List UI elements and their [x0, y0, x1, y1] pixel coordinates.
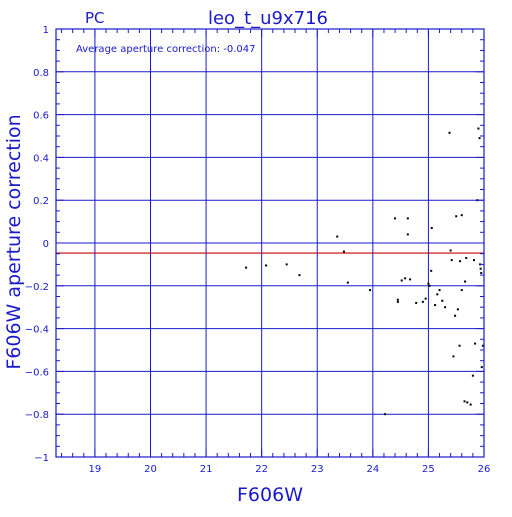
x-tick-label: 19	[89, 464, 102, 475]
data-point	[285, 263, 288, 266]
y-axis-label: F606W aperture correction	[3, 114, 25, 369]
y-tick-label: 0.2	[33, 196, 49, 207]
data-point	[466, 401, 469, 404]
y-tick-label: −0.8	[25, 410, 49, 421]
data-point	[471, 374, 474, 377]
chart-title: leo_t_u9x716	[208, 8, 328, 29]
data-point	[479, 267, 482, 270]
data-point	[430, 269, 433, 272]
data-point	[455, 215, 458, 218]
data-point	[481, 344, 484, 347]
x-axis-label: F606W	[237, 484, 303, 506]
data-point	[396, 298, 399, 301]
detector-label: PC	[85, 9, 105, 27]
data-point	[427, 282, 430, 285]
data-point	[444, 306, 447, 309]
data-point	[441, 299, 444, 302]
y-tick-label: 0	[43, 239, 49, 250]
y-tick-labels: −1 −0.8 −0.6 −0.4 −0.2 0 0.2 0.4 0.6 0.8 1	[25, 25, 49, 464]
data-point	[369, 289, 372, 292]
x-tick-label: 20	[144, 464, 157, 475]
data-point	[478, 137, 481, 140]
data-point	[400, 279, 403, 282]
x-tick-label: 21	[200, 464, 213, 475]
data-point	[477, 127, 480, 130]
y-tick-label: 0.8	[33, 68, 49, 79]
data-point	[394, 217, 397, 220]
data-point	[480, 271, 483, 274]
data-point	[342, 250, 345, 253]
data-point	[430, 227, 433, 230]
data-point	[465, 256, 468, 259]
data-point	[454, 314, 457, 317]
data-point	[245, 266, 248, 269]
data-point	[456, 308, 459, 311]
data-point	[460, 214, 463, 217]
grid-lines	[56, 28, 485, 458]
data-point	[406, 217, 409, 220]
y-tick-label: −0.4	[25, 325, 49, 336]
y-tick-label: −1	[34, 453, 49, 464]
x-tick-label: 22	[255, 464, 268, 475]
data-point	[472, 259, 475, 262]
data-point	[448, 131, 451, 134]
y-tick-label: −0.6	[25, 367, 49, 378]
data-point	[480, 366, 483, 369]
y-tick-label: −0.2	[25, 282, 49, 293]
data-point	[438, 289, 441, 292]
data-point	[458, 344, 461, 347]
data-point	[421, 300, 424, 303]
data-point	[406, 233, 409, 236]
data-point	[336, 235, 339, 238]
data-point	[298, 274, 301, 277]
axis-ticks	[56, 28, 485, 458]
x-tick-label: 24	[366, 464, 379, 475]
data-point	[474, 342, 477, 345]
data-point	[346, 281, 349, 284]
data-point	[434, 304, 437, 307]
x-tick-label: 26	[478, 464, 491, 475]
y-tick-label: 0.4	[33, 153, 49, 164]
y-tick-label: 1	[43, 25, 49, 36]
data-point	[396, 300, 399, 303]
x-tick-labels: 19 20 21 22 23 24 25 26	[89, 464, 491, 475]
x-tick-label: 25	[422, 464, 435, 475]
data-point	[459, 260, 462, 263]
data-point	[469, 403, 472, 406]
y-tick-label: 0.6	[33, 111, 49, 122]
data-point	[452, 355, 455, 358]
data-point	[404, 277, 407, 280]
data-point	[424, 297, 427, 300]
data-point	[428, 284, 431, 287]
data-point	[384, 413, 387, 416]
data-point	[409, 278, 412, 281]
data-point	[449, 249, 452, 252]
data-point	[460, 289, 463, 292]
data-point	[265, 264, 268, 267]
average-correction-annotation: Average aperture correction: -0.047	[76, 44, 256, 55]
data-point	[436, 293, 439, 296]
data-point	[415, 301, 418, 304]
data-points	[245, 127, 484, 416]
data-point	[450, 259, 453, 262]
data-point	[464, 280, 467, 283]
data-point	[463, 400, 466, 403]
x-tick-label: 23	[311, 464, 324, 475]
